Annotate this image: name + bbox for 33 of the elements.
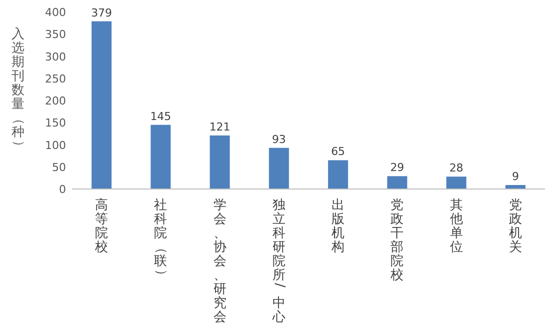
- y-tick-label: 200: [45, 94, 66, 108]
- y-tick-label: 350: [45, 28, 66, 42]
- bar: [150, 124, 171, 189]
- y-tick-label: 400: [45, 6, 66, 19]
- data-label: 121: [209, 120, 230, 134]
- y-tick-label: 300: [45, 50, 66, 64]
- bar: [92, 21, 112, 189]
- category-label: 学会、协会、研究会: [213, 198, 226, 325]
- data-label: 93: [272, 132, 286, 146]
- y-tick-label: 100: [45, 138, 66, 152]
- x-tick-label: 党政机关: [508, 198, 522, 255]
- data-label: 145: [150, 110, 172, 123]
- data-label: 379: [91, 6, 112, 20]
- category-label: 独立科研院所/中心: [272, 198, 287, 325]
- data-label: 29: [390, 161, 404, 174]
- x-tick-label: 其他单位: [450, 198, 463, 255]
- data-label: 28: [449, 162, 464, 175]
- x-tick-label: 党政干部院校: [390, 198, 404, 283]
- bar: [268, 148, 289, 189]
- text: 入选期刊数量（种）: [11, 27, 26, 153]
- y-tick-label: 150: [45, 116, 66, 130]
- y-tick-label: 50: [52, 160, 66, 174]
- x-tick-label: 出版机构: [330, 198, 345, 255]
- bar: [210, 135, 230, 189]
- y-tick-label: 0: [59, 183, 66, 196]
- bar: [387, 176, 408, 189]
- x-tick-label: 高等院校: [94, 197, 108, 255]
- bar: [328, 160, 348, 189]
- data-label: 9: [512, 170, 519, 184]
- x-tick-label: 社科院（联）: [154, 198, 169, 282]
- bar: [446, 176, 466, 189]
- data-label: 65: [331, 145, 346, 158]
- y-tick-label: 250: [45, 72, 66, 86]
